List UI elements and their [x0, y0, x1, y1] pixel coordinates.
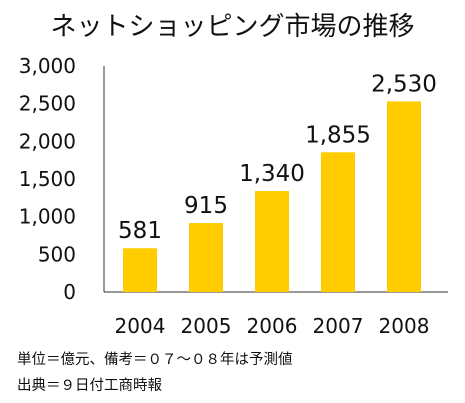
y-tick-label: 2,000 — [19, 129, 76, 153]
bar — [189, 223, 223, 292]
x-tick-label: 2004 — [115, 314, 166, 338]
data-label: 581 — [118, 218, 162, 244]
x-tick-label: 2005 — [181, 314, 232, 338]
data-label: 1,340 — [239, 161, 305, 187]
chart-title: ネットショッピング市場の推移 — [50, 12, 415, 42]
bar — [255, 191, 289, 292]
bar — [123, 248, 157, 292]
y-tick-label: 1,500 — [19, 167, 76, 191]
x-tick-label: 2008 — [379, 314, 430, 338]
data-label: 1,855 — [305, 122, 371, 148]
y-tick-label: 0 — [63, 280, 76, 304]
y-tick-label: 500 — [38, 242, 76, 266]
y-tick-label: 2,500 — [19, 92, 76, 116]
y-tick-label: 3,000 — [19, 54, 76, 78]
data-label: 2,530 — [371, 71, 437, 97]
x-tick-label: 2006 — [247, 314, 298, 338]
source-note: 出典＝９日付工商時報 — [17, 378, 162, 394]
y-tick-label: 1,000 — [19, 205, 76, 229]
x-tick-label: 2007 — [313, 314, 364, 338]
bar — [387, 101, 421, 292]
bar-chart: 0 500 1,000 1,500 2,000 2,500 3,000 581 2004 915 2… — [19, 54, 448, 338]
data-label: 915 — [184, 193, 228, 219]
unit-note: 単位＝億元、備考＝０７～０８年は予測値 — [17, 352, 293, 368]
bar — [321, 152, 355, 292]
